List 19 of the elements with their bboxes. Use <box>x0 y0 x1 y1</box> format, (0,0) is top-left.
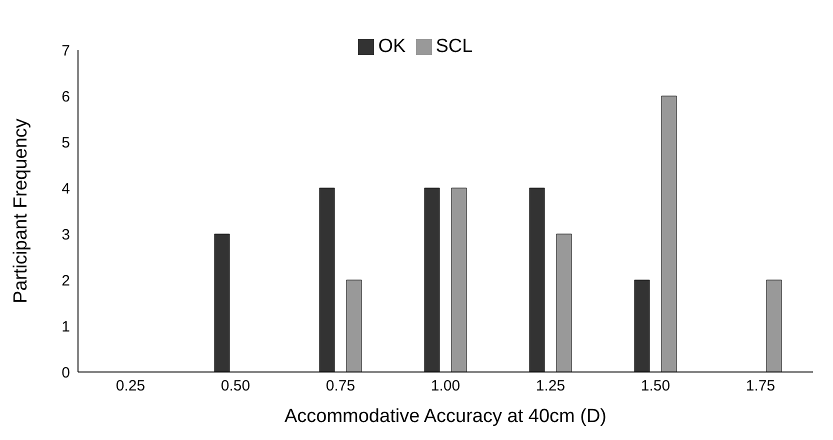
y-tick-label: 3 <box>62 226 70 244</box>
y-axis-title: Participant Frequency <box>10 118 32 304</box>
y-tick-label: 4 <box>62 180 70 198</box>
x-tick-label: 1.50 <box>640 378 670 395</box>
y-tick-label: 5 <box>62 134 70 152</box>
y-tick-label: 7 <box>62 42 70 60</box>
y-tick-label: 1 <box>62 318 70 336</box>
y-tick-label: 6 <box>62 88 70 106</box>
legend-label: SCL <box>436 36 473 57</box>
x-tick-label: 0.25 <box>116 378 146 395</box>
legend-label: OK <box>378 36 406 57</box>
x-tick-label: 0.50 <box>220 378 250 395</box>
x-axis-title: Accommodative Accuracy at 40cm (D) <box>284 406 607 427</box>
x-tick-label: 1.25 <box>536 378 566 395</box>
y-tick-label: 0 <box>62 364 70 382</box>
y-tick-label: 2 <box>62 272 70 290</box>
x-tick-label: 1.00 <box>430 378 460 395</box>
x-tick-label: 0.75 <box>326 378 356 395</box>
x-tick-label: 1.75 <box>746 378 776 395</box>
